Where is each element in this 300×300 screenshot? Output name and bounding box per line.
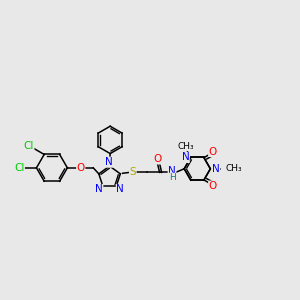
Text: O: O: [153, 154, 161, 164]
Text: N: N: [105, 157, 113, 167]
Text: N: N: [95, 184, 103, 194]
Text: N: N: [182, 152, 189, 163]
Text: N: N: [168, 167, 176, 176]
Text: O: O: [208, 146, 217, 157]
Text: S: S: [130, 167, 136, 177]
Text: O: O: [76, 163, 85, 173]
Text: Cl: Cl: [23, 141, 34, 151]
Text: N: N: [116, 184, 124, 194]
Text: CH₃: CH₃: [177, 142, 194, 151]
Text: N: N: [212, 164, 220, 174]
Text: Cl: Cl: [14, 163, 24, 173]
Text: H: H: [169, 173, 176, 182]
Text: CH₃: CH₃: [226, 164, 242, 173]
Text: O: O: [208, 181, 217, 191]
